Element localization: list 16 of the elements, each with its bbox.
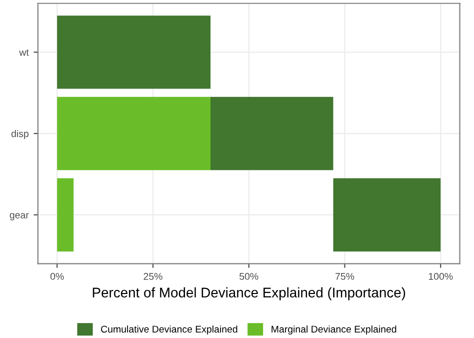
bar: [333, 178, 441, 252]
legend-label: Cumulative Deviance Explained: [101, 325, 238, 335]
x-tick-label: 0%: [50, 272, 64, 280]
y-tick-label: gear: [10, 213, 29, 220]
bar: [57, 96, 210, 170]
x-tick-label: 50%: [240, 272, 258, 280]
bar: [57, 16, 210, 89]
x-tick-label: 75%: [335, 272, 354, 280]
x-axis-title: Percent of Model Deviance Explained (Importance): [92, 287, 406, 300]
x-tick-label: 100%: [428, 272, 453, 280]
legend-label: Marginal Deviance Explained: [272, 325, 396, 335]
y-tick-label: disp: [11, 130, 28, 140]
x-tick-label: 25%: [144, 272, 162, 280]
y-tick-label: wt: [19, 49, 29, 56]
bar: [57, 178, 74, 252]
bar: [210, 96, 334, 170]
